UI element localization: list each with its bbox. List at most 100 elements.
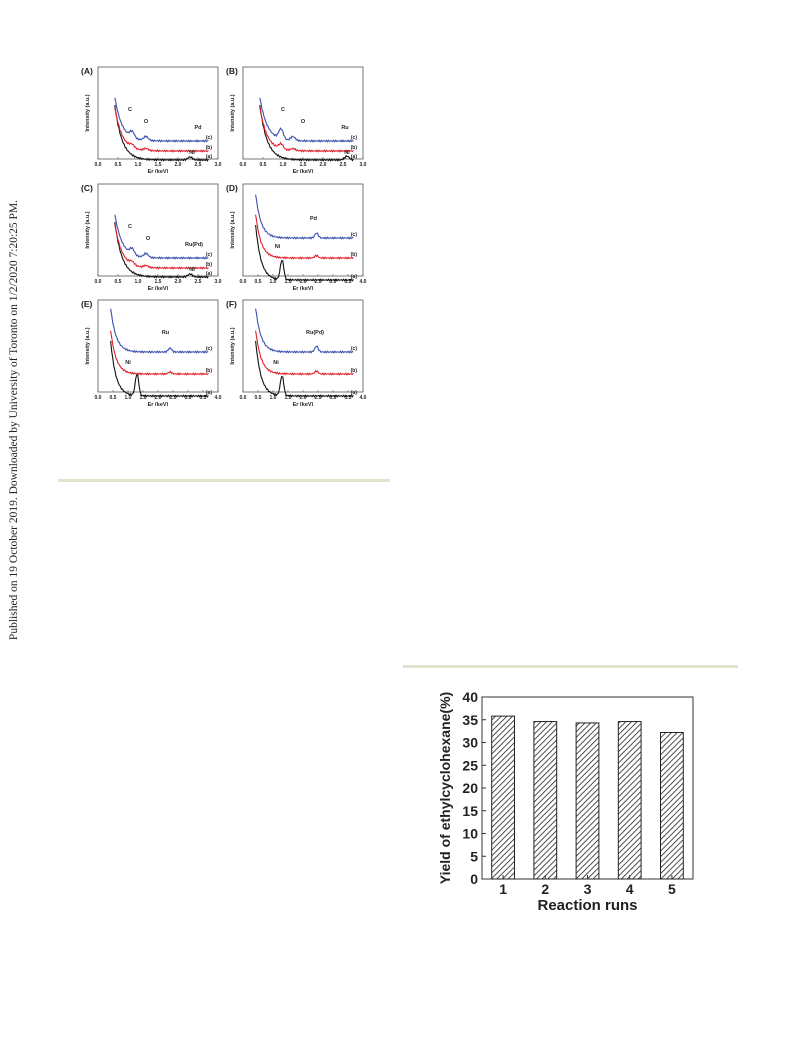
eds-x-tick-label: 3.5 [345,395,352,401]
bar-run-1 [491,715,515,880]
eds-peak-label: Ru(Pd) [306,330,324,336]
eds-y-axis-label: Intensity (a.u.) [230,327,236,364]
eds-peak-label: O [146,236,151,242]
eds-panel-b-svg: (B) Intensity (a.u.) Er (keV) 0.0 0.5 1.0 1.5 2… [226,66,367,173]
eds-peak-label: O [144,119,149,125]
bar-x-tick-label: 2 [541,881,549,897]
eds-peak-label: Ni [275,244,281,250]
eds-peak-label: Pd [310,216,317,222]
eds-curve-label: (a) [206,271,212,277]
eds-x-tick-label: 3.0 [330,279,337,285]
eds-x-tick-label: 3.5 [345,279,352,285]
eds-spectrum-curve-a [110,340,209,398]
figure-divider-left [58,479,390,482]
eds-curve-label: (a) [351,154,357,160]
bar-run-3 [575,722,600,880]
eds-plot-frame [242,183,364,277]
eds-x-tick-label: 0.0 [240,395,247,401]
eds-x-tick-label: 2.0 [155,395,162,401]
eds-panel-f: (F) Intensity (a.u.) Er (keV) 0.0 0.5 1.0 1.5 2… [225,298,367,406]
eds-x-tick-label: 1.5 [285,395,292,401]
eds-x-tick-label: 0.5 [255,395,262,401]
eds-peak-label: Ni [344,150,350,156]
bar-x-axis-label: Reaction runs [537,897,637,914]
eds-spectrum-curve-c [110,308,209,354]
eds-spectrum-curve-a [114,104,209,162]
eds-x-tick-label: 0.5 [260,162,267,168]
eds-x-tick-label: 2.0 [300,279,307,285]
eds-x-tick-label: 0.0 [240,162,247,168]
eds-spectrum-curve-c [255,194,354,240]
bar-y-tick-label: 35 [462,712,478,728]
eds-spectrum-curve-a [255,224,354,282]
eds-x-axis-label: Er (keV) [148,402,169,406]
eds-peak-label: Ni [189,267,195,273]
eds-spectrum-curve-a [114,221,209,279]
bar-x-tick-label: 5 [668,881,676,897]
eds-x-tick-label: 3.0 [215,279,222,285]
eds-x-tick-label: 0.0 [95,279,102,285]
eds-x-tick-label: 2.5 [195,162,202,168]
eds-x-tick-label: 1.5 [155,162,162,168]
eds-curve-label: (a) [351,390,357,396]
eds-curve-label: (b) [351,368,358,374]
bar-run-2 [533,721,558,880]
eds-x-tick-label: 3.5 [200,395,207,401]
eds-y-axis-label: Intensity (a.u.) [85,211,91,248]
eds-spectrum-curve-c [114,97,209,143]
eds-spectrum-curve-c [255,308,354,354]
eds-peak-label: O [301,119,306,125]
eds-x-tick-label: 0.0 [240,279,247,285]
eds-panel-label: (A) [81,66,93,76]
eds-panel-label: (C) [81,183,93,193]
bar-y-tick-label: 0 [470,871,478,887]
eds-spectrum-curve-c [259,97,354,143]
eds-curve-label: (c) [206,346,212,352]
eds-x-tick-label: 1.0 [270,279,277,285]
bar-y-tick-label: 20 [462,780,478,796]
eds-panel-label: (E) [81,299,93,309]
eds-x-axis-label: Er (keV) [293,286,314,290]
eds-peak-label: Ru [162,330,169,336]
eds-x-tick-label: 1.5 [300,162,307,168]
eds-curve-label: (c) [206,135,212,141]
eds-spectrum-curve-a [259,104,354,162]
eds-x-tick-label: 2.0 [175,279,182,285]
eds-curve-label: (c) [351,232,357,238]
yield-bar-chart-svg: 0 5 10 15 20 25 30 35 40 1 2 3 4 5 Reaction runs Yield … [437,689,694,914]
eds-x-tick-label: 3.0 [215,162,222,168]
eds-peak-label: C [128,107,132,113]
eds-x-tick-label: 4.0 [360,279,367,285]
eds-panel-a: (A) Intensity (a.u.) Er (keV) 0.0 0.5 1.0 1.5 2… [80,65,222,173]
bar-y-tick-label: 25 [462,757,478,773]
eds-spectrum-curve-c [114,214,209,260]
eds-y-axis-label: Intensity (a.u.) [85,327,91,364]
eds-panel-d-svg: (D) Intensity (a.u.) Er (keV) 0.0 0.5 1.0 1.5 2… [226,183,367,290]
eds-x-tick-label: 2.5 [170,395,177,401]
eds-panel-label: (D) [226,183,238,193]
eds-peak-label: Ru [341,125,348,131]
eds-spectrum-curve-b [114,224,209,270]
eds-peak-label: Ru(Pd) [185,242,203,248]
bar-y-axis-label: Yield of ethylcyclohexane(%) [437,692,453,884]
eds-x-tick-label: 1.5 [285,279,292,285]
eds-x-tick-label: 3.0 [360,162,367,168]
bar-y-tick-label: 30 [462,735,478,751]
bar-run-4 [617,721,642,880]
eds-spectrum-curve-b [255,214,354,260]
eds-curve-label: (c) [351,346,357,352]
eds-x-tick-label: 2.0 [300,395,307,401]
eds-peak-label: Pd [194,125,201,131]
eds-panel-a-svg: (A) Intensity (a.u.) Er (keV) 0.0 0.5 1.0 1.5 2… [81,66,222,173]
eds-x-tick-label: 2.5 [315,395,322,401]
bar-y-tick-label: 40 [462,689,478,705]
eds-x-tick-label: 1.0 [270,395,277,401]
eds-x-tick-label: 0.5 [115,162,122,168]
figure-divider-right [403,665,738,668]
eds-x-axis-label: Er (keV) [148,286,169,290]
eds-y-axis-label: Intensity (a.u.) [230,211,236,248]
eds-x-tick-label: 2.0 [320,162,327,168]
eds-y-axis-label: Intensity (a.u.) [85,94,91,131]
eds-spectrum-curve-b [110,330,209,376]
eds-peak-label: Ni [125,360,131,366]
